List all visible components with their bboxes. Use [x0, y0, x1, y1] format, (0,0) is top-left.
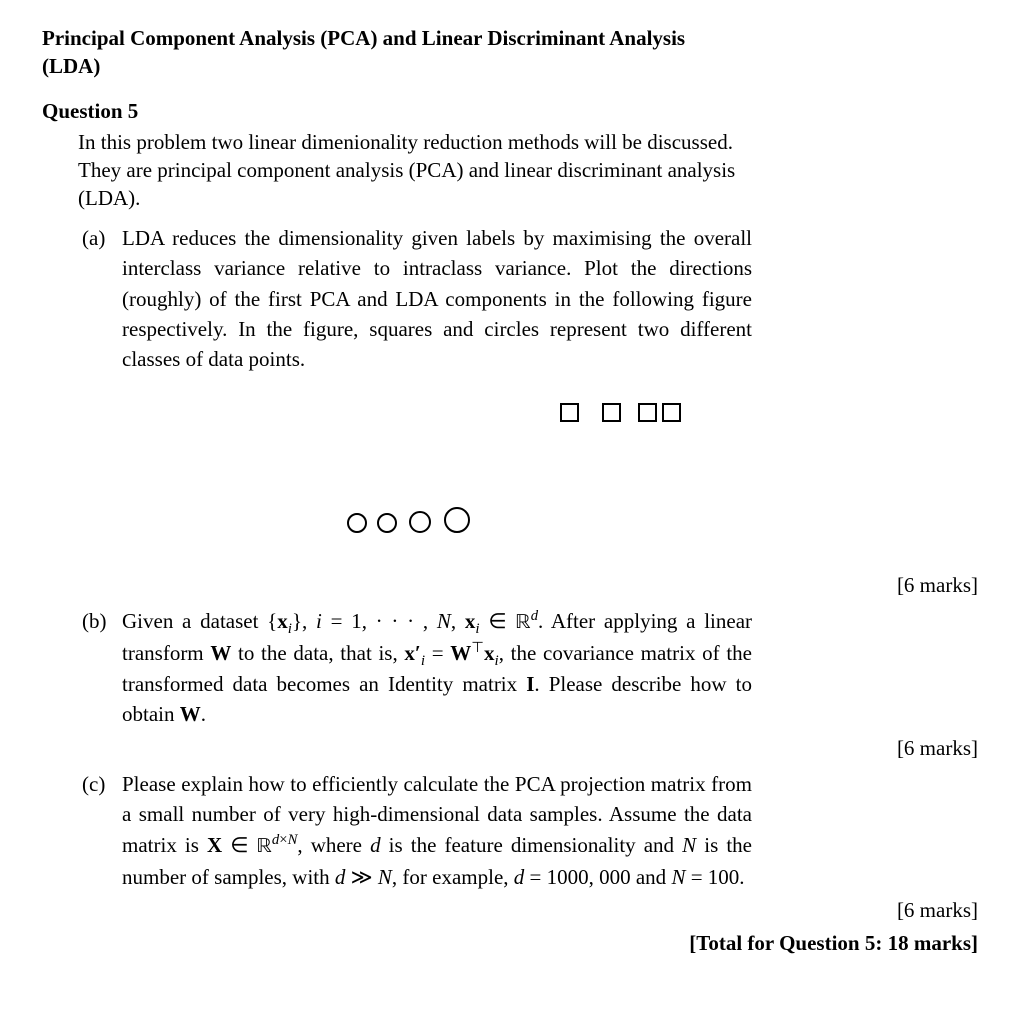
- square-marker: [560, 403, 579, 422]
- title-line-2: (LDA): [42, 54, 100, 78]
- math-x: x: [465, 609, 476, 633]
- math-N: N: [682, 833, 696, 857]
- page: Principal Component Analysis (PCA) and L…: [0, 0, 1024, 980]
- total-marks: [Total for Question 5: 18 marks]: [82, 931, 978, 956]
- math-N: N: [437, 609, 451, 633]
- question-intro: In this problem two linear dimenionality…: [78, 128, 758, 213]
- part-b-label: (b): [82, 606, 122, 636]
- text: = 1, · · · ,: [322, 609, 437, 633]
- part-c: (c) Please explain how to efficiently ca…: [82, 769, 982, 893]
- page-title: Principal Component Analysis (PCA) and L…: [42, 24, 982, 81]
- math-sup-dxN: d×N: [272, 832, 297, 848]
- text: ∈: [480, 609, 516, 633]
- text: },: [292, 609, 316, 633]
- math-d: d: [514, 865, 525, 889]
- part-b-marks: [6 marks]: [82, 736, 978, 761]
- text: Given a dataset {: [122, 609, 277, 633]
- math-transpose: ⊤: [471, 640, 484, 656]
- text: = 1000, 000 and: [524, 865, 671, 889]
- part-a-label: (a): [82, 223, 122, 253]
- circle-marker: [377, 513, 397, 533]
- math-W: W: [210, 641, 231, 665]
- text: ,: [451, 609, 465, 633]
- text: =: [425, 641, 450, 665]
- math-d: d: [370, 833, 381, 857]
- part-c-body: Please explain how to efficiently calcul…: [122, 769, 752, 893]
- math-x: x: [277, 609, 288, 633]
- part-b: (b) Given a dataset {xi}, i = 1, · · · ,…: [82, 606, 982, 730]
- square-marker: [638, 403, 657, 422]
- part-c-marks: [6 marks]: [82, 898, 978, 923]
- math-X: X: [207, 833, 222, 857]
- part-a-body: LDA reduces the dimensionality given lab…: [122, 223, 752, 375]
- math-N: N: [671, 865, 685, 889]
- text: ≫: [345, 865, 377, 889]
- text: ∈: [222, 833, 256, 857]
- math-N: N: [378, 865, 392, 889]
- math-R: ℝ: [257, 836, 272, 857]
- math-sup-d: d: [531, 608, 538, 624]
- text: = 100.: [685, 865, 744, 889]
- math-W: W: [180, 702, 201, 726]
- math-W: W: [450, 641, 471, 665]
- part-c-label: (c): [82, 769, 122, 799]
- question-heading: Question 5: [42, 99, 982, 124]
- text: is the feature di­mensionality and: [381, 833, 683, 857]
- circle-marker: [444, 507, 470, 533]
- text: , for example,: [392, 865, 514, 889]
- text: , where: [297, 833, 370, 857]
- part-a: (a) LDA reduces the dimensionality given…: [82, 223, 982, 375]
- part-b-body: Given a dataset {xi}, i = 1, · · · , N, …: [122, 606, 752, 730]
- circle-marker: [347, 513, 367, 533]
- math-R: ℝ: [515, 612, 530, 633]
- title-line-1: Principal Component Analysis (PCA) and L…: [42, 26, 685, 50]
- math-d: d: [335, 865, 346, 889]
- circle-marker: [409, 511, 431, 533]
- square-marker: [602, 403, 621, 422]
- square-marker: [662, 403, 681, 422]
- math-x: x: [484, 641, 495, 665]
- part-a-marks: [6 marks]: [82, 573, 978, 598]
- scatter-figure: [162, 395, 792, 565]
- parts-list: (a) LDA reduces the dimensionality given…: [82, 223, 982, 957]
- math-xprime: x′: [404, 641, 420, 665]
- text: to the data, that is,: [231, 641, 404, 665]
